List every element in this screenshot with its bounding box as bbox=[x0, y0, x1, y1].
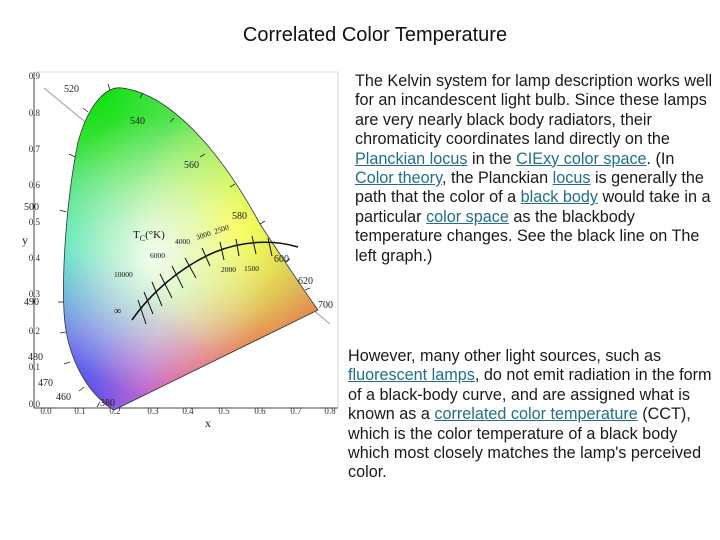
x-tick: 0.8 bbox=[324, 406, 336, 416]
text-span: as the blackbody temperature changes. Se… bbox=[355, 207, 700, 265]
text-span: in the bbox=[467, 149, 517, 168]
cie-chromaticity-diagram: 0.9 0.8 0.7 0.6 0.5 0.4 0.3 0.2 0.1 0.0 … bbox=[20, 62, 340, 432]
wavelength-label-500: 500 bbox=[24, 202, 39, 213]
link-planckian-locus[interactable]: Planckian locus bbox=[355, 149, 468, 168]
y-tick: 0.7 bbox=[29, 144, 41, 154]
y-tick: 0.8 bbox=[29, 108, 41, 118]
y-tick: 0.0 bbox=[29, 399, 41, 409]
x-tick: 0.7 bbox=[290, 406, 302, 416]
link-color-space[interactable]: color space bbox=[426, 207, 509, 226]
temp-label-3000: 3000 bbox=[195, 229, 212, 242]
wavelength-label-560: 560 bbox=[184, 160, 199, 171]
temp-label-6000: 6000 bbox=[150, 251, 165, 260]
text-span: (CCT), which is the color temperature of… bbox=[348, 405, 702, 482]
wavelength-label-470: 470 bbox=[38, 378, 53, 389]
text-span: would take in a particular bbox=[355, 188, 711, 226]
temp-label-10000: 10000 bbox=[114, 270, 133, 279]
y-tick: 0.6 bbox=[29, 180, 41, 190]
wavelength-label-540: 540 bbox=[130, 116, 145, 127]
y-axis-ticks: 0.9 0.8 0.7 0.6 0.5 0.4 0.3 0.2 0.1 0.0 bbox=[29, 71, 41, 409]
text-span: , do not emit radiation in the form of a… bbox=[348, 366, 712, 424]
temperature-labels: 10000 6000 4000 3000 2500 2000 1500 ∞ bbox=[114, 223, 259, 317]
text-span: . (In bbox=[646, 149, 675, 168]
text-span: The Kelvin system for lamp description w… bbox=[355, 72, 713, 149]
wavelength-label-490: 490 bbox=[24, 297, 39, 308]
text-span: is generally the path that the color of … bbox=[355, 169, 704, 207]
planckian-locus-line bbox=[131, 241, 299, 321]
isotherm-lines bbox=[137, 235, 273, 325]
y-tick: 0.5 bbox=[29, 217, 41, 227]
link-correlated-color-temperature[interactable]: correlated color temperature bbox=[434, 405, 638, 424]
spectral-locus-outline bbox=[63, 87, 319, 411]
x-tick: 0.6 bbox=[254, 406, 266, 416]
y-tick: 0.2 bbox=[29, 326, 40, 336]
x-tick: 0.2 bbox=[109, 406, 120, 416]
wavelength-ticks bbox=[58, 83, 311, 408]
wavelength-label-600: 600 bbox=[274, 254, 289, 265]
y-tick: 0.3 bbox=[29, 289, 41, 299]
wavelength-labels: 520 540 560 580 600 620 700 500 490 480 … bbox=[24, 84, 333, 409]
wavelength-label-380: 380 bbox=[100, 398, 115, 409]
wavelength-label-480: 480 bbox=[28, 352, 43, 363]
link-color-theory[interactable]: Color theory bbox=[355, 169, 442, 188]
x-tick: 0.3 bbox=[147, 406, 159, 416]
temp-label-infinity: ∞ bbox=[114, 306, 121, 317]
temp-label-4000: 4000 bbox=[175, 237, 190, 246]
y-tick: 0.9 bbox=[29, 71, 41, 81]
wavelength-label-460: 460 bbox=[56, 392, 71, 403]
y-tick: 0.1 bbox=[29, 362, 40, 372]
cct-paragraph: However, many other light sources, such … bbox=[348, 347, 718, 483]
temp-label-1500: 1500 bbox=[244, 264, 259, 273]
x-tick: 0.0 bbox=[40, 406, 52, 416]
link-black-body[interactable]: black body bbox=[520, 188, 598, 207]
tc-label: TC(°K) bbox=[133, 229, 165, 243]
text-span: However, many other light sources, such … bbox=[348, 347, 662, 365]
kelvin-paragraph: The Kelvin system for lamp description w… bbox=[355, 72, 717, 266]
wavelength-label-700: 700 bbox=[318, 300, 333, 311]
x-tick: 0.4 bbox=[182, 406, 194, 416]
link-ciexy-color-space[interactable]: CIExy color space bbox=[516, 149, 647, 168]
link-fluorescent-lamps[interactable]: fluorescent lamps bbox=[348, 366, 475, 385]
wavelength-label-620: 620 bbox=[298, 276, 313, 287]
temp-label-2000: 2000 bbox=[221, 265, 236, 274]
y-axis-label: y bbox=[22, 233, 28, 247]
link-locus[interactable]: locus bbox=[552, 169, 591, 188]
temp-label-2500: 2500 bbox=[213, 223, 230, 236]
x-axis-label: x bbox=[205, 416, 211, 430]
y-tick: 0.4 bbox=[29, 253, 41, 263]
wavelength-label-520: 520 bbox=[64, 84, 79, 95]
wavelength-label-580: 580 bbox=[232, 211, 247, 222]
text-span: , the Planckian bbox=[441, 169, 553, 188]
slide-title: Correlated Color Temperature bbox=[242, 24, 508, 46]
x-tick: 0.1 bbox=[74, 406, 85, 416]
x-axis-ticks: 0.0 0.1 0.2 0.3 0.4 0.5 0.6 0.7 0.8 bbox=[40, 406, 336, 416]
x-tick: 0.5 bbox=[218, 406, 230, 416]
